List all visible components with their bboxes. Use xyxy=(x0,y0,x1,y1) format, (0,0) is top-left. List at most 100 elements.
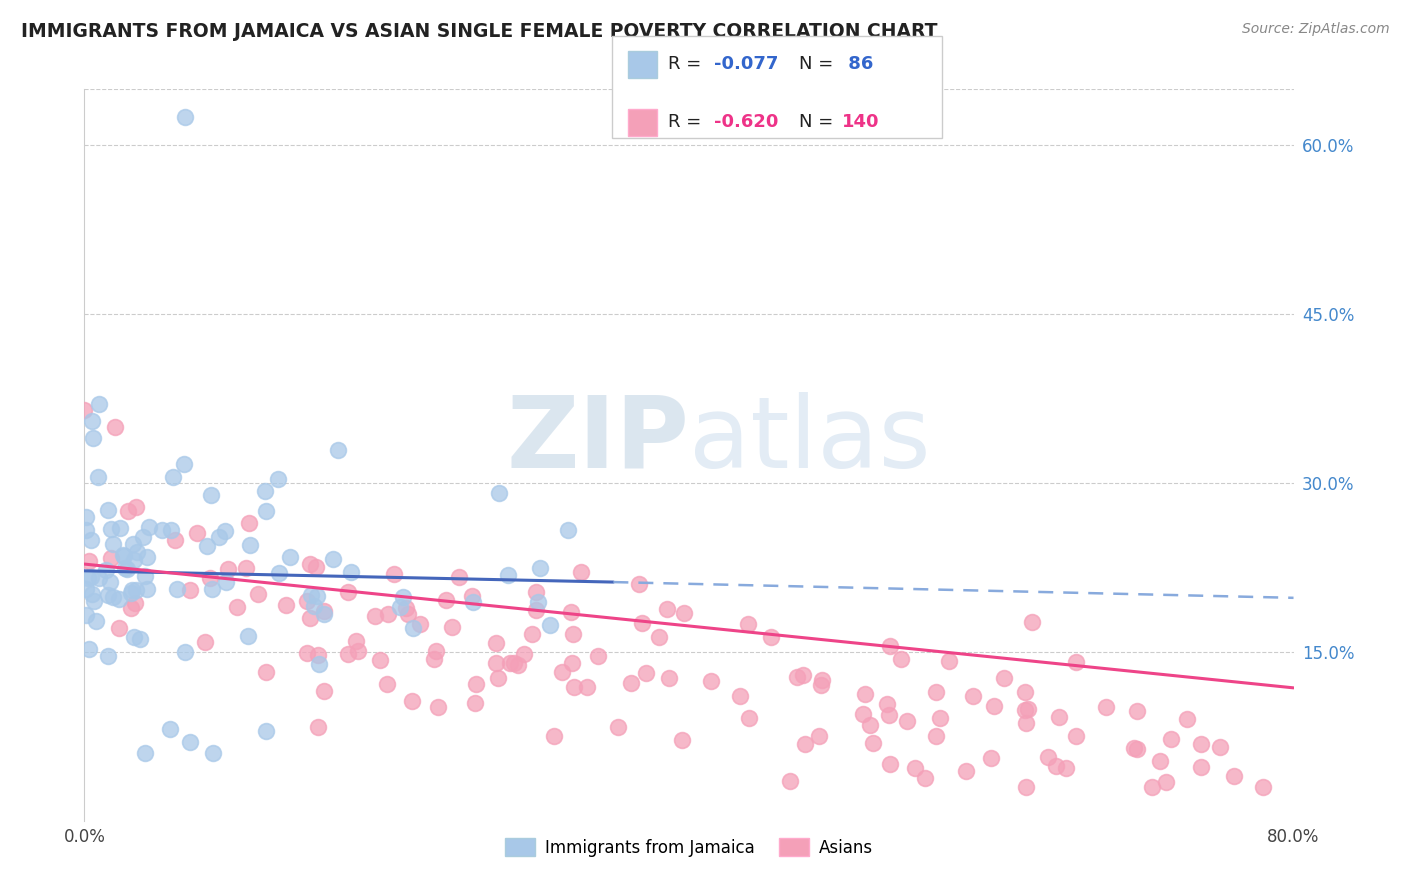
Point xyxy=(125,500,148,515)
Point xyxy=(879,639,901,653)
Point xyxy=(436,592,458,607)
Point xyxy=(80,569,103,583)
Point xyxy=(77,642,100,657)
Point xyxy=(529,561,551,575)
Point xyxy=(254,504,277,518)
Point xyxy=(364,609,387,624)
Text: -0.077: -0.077 xyxy=(714,55,779,73)
Point xyxy=(402,620,425,634)
Point xyxy=(215,574,238,589)
Point xyxy=(302,599,325,614)
Point xyxy=(786,670,808,684)
Point xyxy=(298,557,321,571)
Point xyxy=(699,673,721,688)
Point xyxy=(122,552,145,566)
Point xyxy=(198,571,221,585)
Point xyxy=(254,665,277,680)
Point xyxy=(267,566,290,580)
Point xyxy=(980,750,1002,764)
Point xyxy=(793,737,815,751)
Point xyxy=(562,680,585,694)
Point xyxy=(100,551,122,566)
Point xyxy=(274,598,297,612)
Point xyxy=(150,523,173,537)
Point xyxy=(607,720,630,734)
Point xyxy=(120,586,142,600)
Point xyxy=(1208,739,1230,754)
Point xyxy=(672,607,695,621)
Point xyxy=(485,635,508,649)
Point xyxy=(1014,685,1036,699)
Point xyxy=(1056,761,1078,775)
Point xyxy=(409,617,432,632)
Point xyxy=(896,714,918,728)
Point xyxy=(1015,780,1038,794)
Point xyxy=(423,652,446,666)
Point xyxy=(160,524,183,538)
Point xyxy=(97,588,120,602)
Point xyxy=(569,565,592,579)
Point xyxy=(208,530,231,544)
Point xyxy=(337,647,360,661)
Point xyxy=(108,622,131,636)
Point xyxy=(179,582,201,597)
Point xyxy=(1122,741,1144,756)
Point xyxy=(136,582,159,597)
Point xyxy=(312,684,335,698)
Point xyxy=(299,588,322,602)
Point xyxy=(1017,702,1039,716)
Point xyxy=(962,689,984,703)
Point xyxy=(122,537,145,551)
Point xyxy=(136,550,159,565)
Point xyxy=(1126,704,1149,718)
Point xyxy=(80,586,103,600)
Point xyxy=(524,584,547,599)
Point xyxy=(807,729,830,743)
Point xyxy=(173,111,195,125)
Point xyxy=(513,647,536,661)
Point xyxy=(496,568,519,582)
Point xyxy=(305,560,328,574)
Point xyxy=(1177,712,1199,726)
Point xyxy=(561,627,583,641)
Point xyxy=(560,605,582,619)
Point xyxy=(983,699,1005,714)
Point xyxy=(852,706,875,721)
Point xyxy=(557,523,579,537)
Point xyxy=(1014,716,1036,731)
Point xyxy=(648,630,671,644)
Point xyxy=(83,594,105,608)
Point xyxy=(73,403,96,417)
Point xyxy=(1021,615,1043,629)
Point xyxy=(214,524,236,538)
Point xyxy=(370,652,392,666)
Point xyxy=(166,582,188,597)
Point xyxy=(138,520,160,534)
Point xyxy=(101,590,124,604)
Point xyxy=(108,521,131,535)
Point xyxy=(395,601,418,615)
Point xyxy=(87,469,110,483)
Point xyxy=(194,635,217,649)
Point xyxy=(382,567,405,582)
Point xyxy=(738,710,761,724)
Point xyxy=(344,634,367,648)
Point xyxy=(75,608,97,623)
Point xyxy=(159,722,181,736)
Text: atlas: atlas xyxy=(689,392,931,489)
Point xyxy=(295,594,318,608)
Point xyxy=(1149,754,1171,768)
Point xyxy=(326,442,349,457)
Point xyxy=(134,746,156,760)
Text: 140: 140 xyxy=(842,113,880,131)
Point xyxy=(628,576,651,591)
Point xyxy=(811,673,834,687)
Point xyxy=(173,457,195,471)
Point xyxy=(503,657,526,671)
Point xyxy=(631,615,654,630)
Point xyxy=(658,671,681,685)
Point xyxy=(97,503,120,517)
Point xyxy=(543,729,565,743)
Point xyxy=(120,601,142,615)
Point xyxy=(461,589,484,603)
